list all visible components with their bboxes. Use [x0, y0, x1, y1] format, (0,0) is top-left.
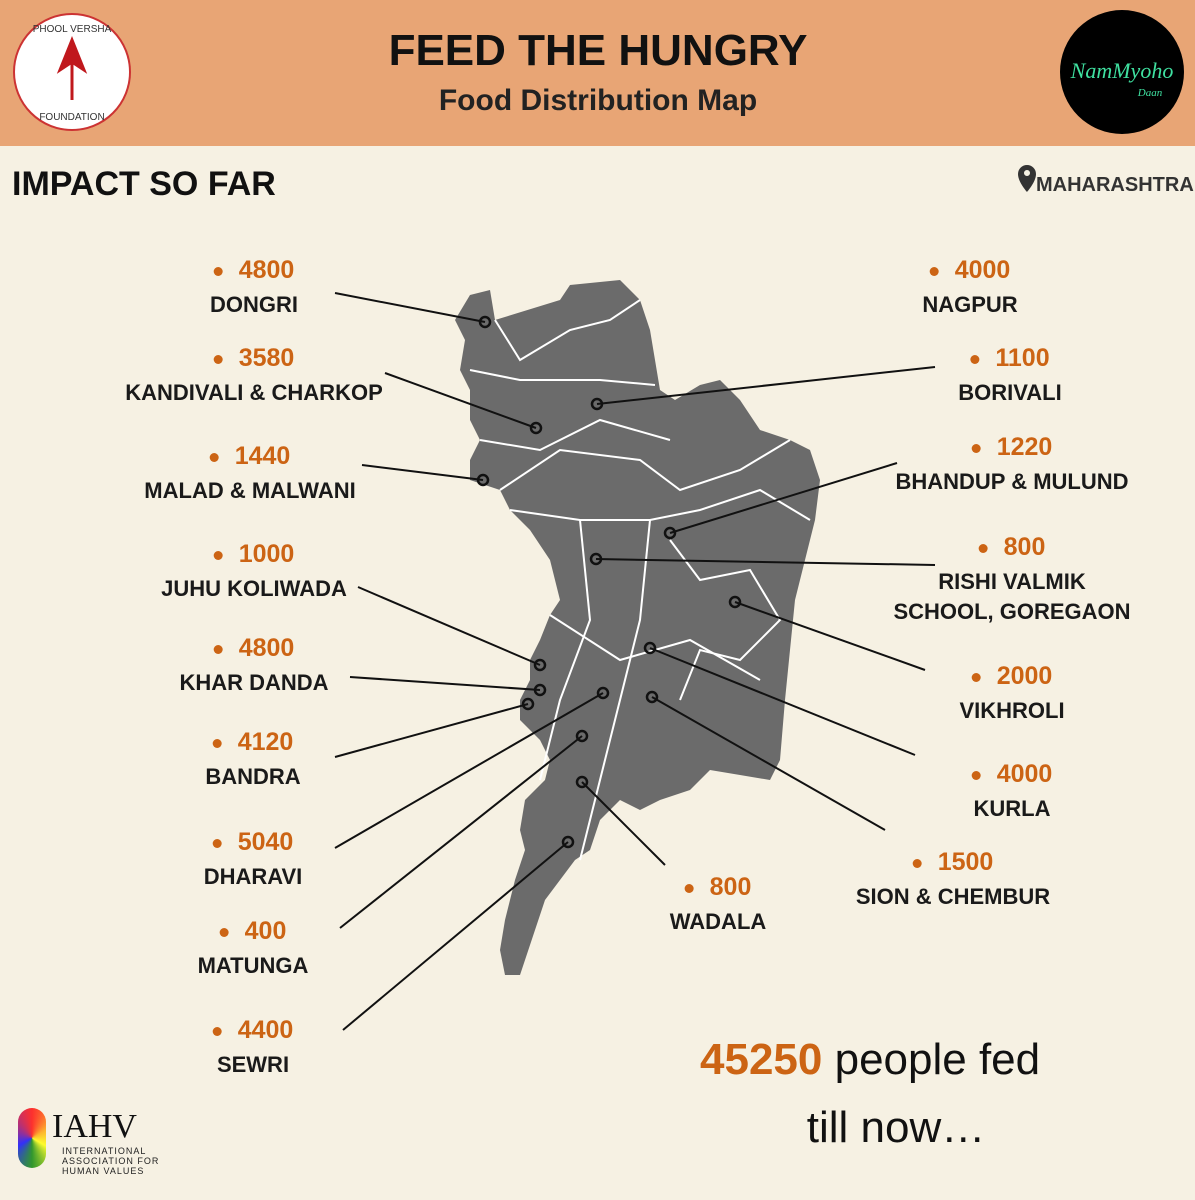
location-name: RISHI VALMIK: [938, 569, 1086, 594]
location-value: 3580: [214, 344, 295, 373]
location-value: 4400: [213, 1016, 294, 1045]
location-point: [663, 526, 677, 540]
leader-line: [334, 292, 486, 323]
location-point: [529, 421, 543, 435]
location-name: SCHOOL, GOREGAON: [893, 599, 1131, 624]
header: [0, 0, 1195, 146]
subtitle: Food Distribution Map: [438, 84, 758, 117]
leader-line: [361, 464, 484, 481]
location-point: [728, 595, 742, 609]
location-value: 800: [685, 873, 752, 902]
right-logo: [1060, 10, 1184, 134]
location-point: [589, 552, 603, 566]
location-value: 800: [979, 533, 1046, 562]
location-name: BANDRA: [205, 764, 301, 789]
leader-line: [669, 462, 898, 534]
leader-line: [334, 703, 529, 758]
logo-text: Daan: [1137, 87, 1163, 99]
location-value: 1500: [913, 848, 994, 877]
location-value: 4000: [972, 760, 1053, 789]
location-value: 2000: [972, 662, 1053, 691]
footer-line: INTERNATIONAL: [62, 1146, 147, 1156]
location-name: MALAD & MALWANI: [144, 478, 356, 503]
location-value: 4800: [214, 634, 295, 663]
logo-text: PHOOL VERSHA: [33, 24, 112, 35]
location-point: [478, 315, 492, 329]
section-title: IMPACT SO FAR: [12, 165, 276, 203]
pin-icon: [1018, 165, 1036, 192]
location-name: BHANDUP & MULUND: [895, 469, 1129, 494]
leader-line: [581, 781, 666, 866]
leader-line: [349, 676, 541, 691]
location-name: WADALA: [669, 909, 767, 934]
total-text: people fed: [834, 1035, 1041, 1084]
location-name: KHAR DANDA: [179, 670, 329, 695]
footer-line: HUMAN VALUES: [62, 1166, 145, 1176]
location-name: DONGRI: [210, 292, 298, 317]
leader-line: [651, 696, 886, 831]
location-value: 5040: [213, 828, 294, 857]
leader-line: [596, 366, 936, 405]
location-name: BORIVALI: [958, 380, 1062, 405]
footer-logo-lines: INTERNATIONAL ASSOCIATION FOR HUMAN VALUES: [62, 1146, 159, 1176]
leader-line: [595, 558, 936, 566]
location-point: [533, 658, 547, 672]
leader-line: [339, 735, 583, 929]
location-point: [643, 641, 657, 655]
leader-line: [357, 586, 541, 666]
location-point: [575, 775, 589, 789]
location-value: 1220: [972, 433, 1053, 462]
logo-text: NamMyoho: [1070, 58, 1174, 83]
location-name: SION & CHEMBUR: [855, 884, 1051, 909]
location-point: [521, 697, 535, 711]
logo-text: FOUNDATION: [39, 112, 104, 123]
footer-logo-title: IAHV: [52, 1108, 137, 1145]
location-name: KURLA: [973, 796, 1051, 821]
location-value: 400: [220, 917, 287, 946]
location-value: 1100: [970, 344, 1049, 373]
leader-line: [384, 372, 537, 429]
location-point: [533, 683, 547, 697]
location-name: MATUNGA: [197, 953, 309, 978]
location-point: [561, 835, 575, 849]
leader-line: [649, 647, 916, 756]
location-name: DHARAVI: [203, 864, 303, 889]
total-value: 45250: [700, 1035, 823, 1084]
location-value: 1440: [210, 442, 291, 471]
location-value: 4000: [930, 256, 1011, 285]
total-text2: till now…: [806, 1103, 986, 1152]
leader-line: [734, 601, 926, 671]
location-point: [645, 690, 659, 704]
location-name: VIKHROLI: [959, 698, 1065, 723]
location-name: NAGPUR: [922, 292, 1018, 317]
location-point: [575, 729, 589, 743]
leader-line: [342, 841, 569, 1031]
location-value: 4120: [213, 728, 294, 757]
location-point: [476, 473, 490, 487]
map-borders: [469, 299, 811, 861]
location-name: JUHU KOLIWADA: [161, 576, 347, 601]
region: MAHARASHTRA: [1036, 174, 1194, 196]
logo-icon: [56, 35, 88, 100]
location-point: [590, 397, 604, 411]
location-name: KANDIVALI & CHARKOP: [125, 380, 383, 405]
total: 45250 people fed: [700, 1035, 1040, 1085]
location-value: 4800: [214, 256, 295, 285]
title: FEED THE HUNGRY: [388, 26, 808, 75]
location-name: SEWRI: [216, 1052, 290, 1077]
footer-icon: [18, 1108, 46, 1168]
location-value: 1000: [214, 540, 295, 569]
footer-line: ASSOCIATION FOR: [62, 1156, 160, 1166]
leader-line: [334, 692, 604, 849]
location-point: [596, 686, 610, 700]
